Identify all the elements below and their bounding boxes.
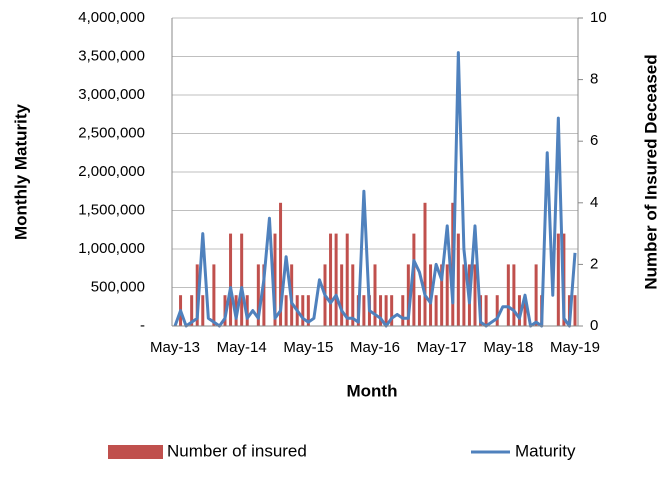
bar bbox=[201, 295, 205, 326]
legend-label: Number of insured bbox=[167, 441, 307, 460]
x-axis-title: Month bbox=[347, 381, 398, 400]
y2-tick-label: 4 bbox=[590, 194, 598, 211]
y-axis-title: Monthly Maturity bbox=[11, 103, 30, 240]
bar bbox=[412, 233, 416, 326]
y-tick-label: 3,000,000 bbox=[78, 86, 145, 103]
y-tick-label: 4,000,000 bbox=[78, 9, 145, 26]
bar bbox=[273, 233, 277, 326]
x-tick-label: May-17 bbox=[417, 339, 467, 356]
bar bbox=[401, 295, 405, 326]
bar bbox=[440, 264, 444, 326]
bar bbox=[262, 264, 266, 326]
bar bbox=[306, 295, 310, 326]
bar bbox=[456, 233, 460, 326]
bar bbox=[256, 264, 260, 326]
bar bbox=[379, 295, 383, 326]
x-tick-label: May-18 bbox=[483, 339, 533, 356]
bar bbox=[240, 233, 244, 326]
bar bbox=[195, 264, 199, 326]
bar bbox=[462, 264, 466, 326]
bar bbox=[523, 295, 527, 326]
bar bbox=[556, 233, 560, 326]
bar bbox=[190, 295, 194, 326]
x-tick-label: May-13 bbox=[150, 339, 200, 356]
bar bbox=[329, 233, 333, 326]
bar bbox=[417, 295, 421, 326]
bar bbox=[434, 295, 438, 326]
bar bbox=[384, 295, 388, 326]
bar bbox=[301, 295, 305, 326]
bar bbox=[212, 264, 216, 326]
bar bbox=[279, 202, 283, 326]
bar bbox=[373, 264, 377, 326]
bar bbox=[340, 264, 344, 326]
legend-swatch bbox=[108, 445, 163, 459]
x-tick-label: May-19 bbox=[550, 339, 600, 356]
bar bbox=[495, 295, 499, 326]
bar bbox=[345, 233, 349, 326]
bar bbox=[362, 295, 366, 326]
y2-tick-label: 8 bbox=[590, 71, 598, 88]
bar bbox=[351, 264, 355, 326]
y-tick-label: 1,000,000 bbox=[78, 240, 145, 257]
line bbox=[173, 51, 577, 328]
bar bbox=[512, 264, 516, 326]
bar bbox=[534, 264, 538, 326]
y2-axis-title: Number of Insured Deceased bbox=[641, 54, 660, 289]
bar bbox=[506, 264, 510, 326]
y-tick-label: 3,500,000 bbox=[78, 47, 145, 64]
bar bbox=[445, 264, 449, 326]
bar bbox=[406, 264, 410, 326]
y2-tick-label: 10 bbox=[590, 9, 607, 26]
bar bbox=[284, 295, 288, 326]
bar bbox=[229, 233, 233, 326]
bar bbox=[573, 295, 577, 326]
bar bbox=[334, 233, 338, 326]
y2-tick-label: 6 bbox=[590, 132, 598, 149]
y-tick-label: 2,500,000 bbox=[78, 124, 145, 141]
y-tick-label: 500,000 bbox=[91, 278, 145, 295]
y2-tick-label: 0 bbox=[590, 317, 598, 334]
x-tick-label: May-16 bbox=[350, 339, 400, 356]
x-tick-label: May-15 bbox=[283, 339, 333, 356]
y-tick-label: 2,000,000 bbox=[78, 163, 145, 180]
bar bbox=[423, 202, 427, 326]
y2-tick-label: 2 bbox=[590, 255, 598, 272]
legend-label: Maturity bbox=[515, 441, 576, 460]
bar bbox=[484, 295, 488, 326]
bar bbox=[390, 295, 394, 326]
bar bbox=[517, 295, 521, 326]
bar bbox=[473, 264, 477, 326]
y-tick-label: 1,500,000 bbox=[78, 201, 145, 218]
y-tick-label: - bbox=[140, 317, 145, 334]
x-tick-label: May-14 bbox=[217, 339, 267, 356]
